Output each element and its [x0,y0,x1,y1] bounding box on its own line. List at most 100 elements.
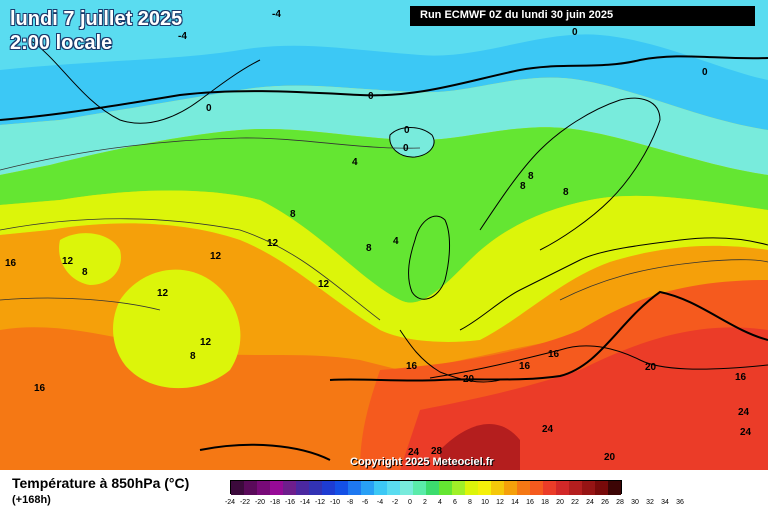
label-minus4-a: -4 [272,9,281,20]
scale-swatch [569,481,582,495]
scale-tick-label: -16 [284,499,296,506]
scale-tick-label: 24 [586,499,594,506]
scale-swatch [491,481,504,495]
color-scale [230,480,622,495]
model-run-banner: Run ECMWF 0Z du lundi 30 juin 2025 [410,6,755,26]
scale-swatch [478,481,491,495]
label-8-f: 8 [82,267,88,278]
scale-tick-label: 32 [646,499,654,506]
label-4-b: 4 [393,236,399,247]
scale-tick-label: 30 [631,499,639,506]
scale-swatch [270,481,283,495]
label-16-d: 16 [406,361,418,372]
label-24-a: 24 [542,424,554,435]
label-0-b: 0 [702,67,708,78]
label-24-d: 24 [408,447,420,458]
color-scale-ticks: -24 -22 -20 -18 -16 -14 -12 -10 -8 -6 -4 -2 0 2 4 6 8 10 1… [225,499,698,509]
label-8-a: 8 [528,171,534,182]
scale-tick-label: 6 [453,499,457,506]
scale-swatch [400,481,413,495]
label-0-c: 0 [368,91,374,102]
scale-swatch [335,481,348,495]
scale-tick-label: 20 [556,499,564,506]
label-16-f: 16 [735,372,747,383]
label-20-a: 20 [463,374,475,385]
label-16-c: 16 [519,361,531,372]
scale-swatch [413,481,426,495]
scale-swatch [283,481,296,495]
scale-swatch [296,481,309,495]
label-12-b: 12 [62,256,74,267]
legend-footer: Température à 850hPa (°C) (+168h) -24 -22… [0,470,768,512]
label-0-d: 0 [206,103,212,114]
scale-swatch [595,481,608,495]
label-minus4-b: -4 [178,31,187,42]
forecast-time-title: 2:00 locale [10,32,113,54]
scale-tick-label: 36 [676,499,684,506]
label-12-d: 12 [318,279,330,290]
iberia-coast [399,329,501,383]
scale-swatch [582,481,595,495]
scale-swatch [426,481,439,495]
scale-tick-label: -6 [361,499,369,506]
scale-tick-label: -12 [314,499,326,506]
copyright-notice: Copyright 2025 Meteociel.fr [350,456,494,468]
scale-tick-label: 14 [511,499,519,506]
temperature-map [0,0,768,470]
scale-swatch [465,481,478,495]
scale-swatch [387,481,400,495]
scale-tick-label: 12 [496,499,504,506]
scale-tick-label: 16 [526,499,534,506]
legend-title: Température à 850hPa (°C) [12,475,190,491]
scale-swatch [439,481,452,495]
label-20-b: 20 [645,362,657,373]
label-8-d: 8 [290,209,296,220]
label-20-c: 20 [604,452,616,463]
scale-swatch [530,481,543,495]
scale-tick-label: -14 [299,499,311,506]
europe-coast [459,237,768,331]
label-8-e: 8 [366,243,372,254]
scale-swatch [374,481,387,495]
scale-tick-label: 28 [616,499,624,506]
scale-swatch [244,481,257,495]
label-0-e: 0 [404,125,410,136]
scale-tick-label: -10 [329,499,341,506]
scale-swatch [608,481,621,495]
label-16-e: 16 [34,383,46,394]
scale-swatch [257,481,270,495]
isotherm-20 [329,290,768,382]
scale-swatch [348,481,361,495]
label-0-a: 0 [572,27,578,38]
isotherm-0 [0,55,768,121]
britain-coast [408,215,450,300]
label-24-c: 24 [740,427,752,438]
label-12-a: 12 [267,238,279,249]
label-12-c: 12 [210,251,222,262]
scale-tick-label: -20 [254,499,266,506]
label-0-f: 0 [403,143,409,154]
scale-swatch [543,481,556,495]
scale-swatch [556,481,569,495]
label-28-a: 28 [431,446,443,457]
greenland-coast [29,39,261,124]
label-8-b: 8 [520,181,526,192]
scale-tick-label: 34 [661,499,669,506]
scale-tick-label: 0 [408,499,412,506]
scale-swatch [361,481,374,495]
iceland-coast [389,127,435,158]
scale-tick-label: -18 [269,499,281,506]
label-16-b: 16 [548,349,560,360]
scale-tick-label: 22 [571,499,579,506]
scale-tick-label: -8 [346,499,354,506]
scandinavia-coast [479,97,661,251]
scale-swatch [322,481,335,495]
scale-swatch [517,481,530,495]
scale-tick-label: 26 [601,499,609,506]
scale-tick-label: -2 [391,499,399,506]
map-canvas [0,0,768,470]
legend-forecast-hour: (+168h) [12,494,51,506]
scale-swatch [309,481,322,495]
label-8-c: 8 [563,187,569,198]
